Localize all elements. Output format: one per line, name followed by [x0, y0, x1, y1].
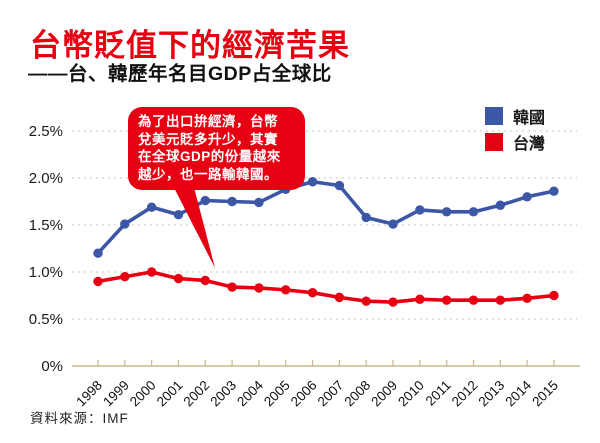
taiwan-data-point-2005 [281, 285, 291, 295]
korea-data-point-2015 [549, 186, 559, 196]
taiwan-data-point-1998 [93, 276, 103, 287]
taiwan-swatch [485, 133, 503, 151]
annotation-bubble: 為了出口拚經濟，台幣 兌美元貶多升少，其實 在全球GDP的份量越來 越少，也一路… [128, 107, 305, 190]
x-axis-year-label: 2008 [341, 378, 373, 410]
taiwan-line [96, 270, 556, 304]
source-note: 資料來源：IMF [30, 411, 129, 426]
taiwan-data-point-2010 [415, 294, 425, 304]
korea-data-point-1998 [93, 248, 103, 258]
x-axis-year-label: 2013 [476, 378, 508, 410]
y-axis-tick-label: 1.5% [29, 217, 63, 234]
x-axis-year-label: 2007 [315, 378, 347, 410]
legend-item-taiwan: 台灣 [485, 133, 546, 153]
taiwan-data-point-1999 [120, 272, 130, 282]
annotation-tail [166, 172, 215, 268]
x-axis-year-label: 2005 [261, 378, 293, 410]
taiwan-data-point-2000 [146, 267, 157, 277]
korea-data-point-2011 [441, 207, 452, 217]
y-axis-tick-label: 0% [41, 358, 63, 375]
legend-label-taiwan: 台灣 [513, 136, 546, 153]
x-axis-year-label: 2010 [395, 378, 427, 410]
x-axis-year-label: 2004 [234, 377, 266, 409]
x-axis-year-label: 2011 [423, 378, 454, 409]
korea-data-point-1999 [120, 219, 130, 229]
taiwan-data-point-2002 [200, 275, 210, 286]
page-subtitle: ——台、韓歷年名目GDP占全球比 [28, 63, 332, 85]
korea-data-point-2012 [468, 207, 479, 217]
x-axis-year-label: 2012 [449, 378, 481, 410]
korea-data-point-2014 [522, 192, 532, 202]
korea-data-point-2008 [361, 212, 371, 223]
taiwan-data-point-2013 [495, 295, 505, 305]
x-axis-year-label: 2003 [207, 378, 239, 410]
taiwan-data-point-2007 [334, 292, 345, 303]
korea-data-point-2006 [307, 177, 318, 187]
taiwan-data-point-2008 [361, 296, 371, 306]
taiwan-data-point-2011 [441, 295, 452, 305]
korea-line [96, 179, 556, 255]
y-axis-tick-label: 1.0% [29, 264, 63, 281]
korea-data-point-2003 [227, 196, 237, 207]
y-axis-tick-label: 2.5% [29, 123, 63, 140]
x-axis-year-label: 1999 [100, 378, 132, 410]
x-axis-year-label: 2002 [181, 378, 213, 410]
korea-data-point-2002 [200, 195, 210, 206]
x-axis-year-label: 2001 [154, 378, 186, 410]
legend-label-korea: 韓國 [513, 110, 546, 127]
taiwan-data-point-2006 [307, 287, 318, 298]
taiwan-data-point-2003 [227, 282, 237, 292]
y-axis-tick-label: 0.5% [29, 311, 63, 328]
taiwan-data-point-2009 [388, 297, 398, 307]
taiwan-data-point-2014 [522, 293, 532, 304]
korea-data-point-2004 [254, 197, 264, 208]
x-axis-year-label: 2015 [529, 378, 561, 410]
korea-data-point-2001 [173, 209, 184, 220]
korea-data-point-2007 [334, 180, 345, 191]
korea-swatch [485, 107, 503, 125]
taiwan-data-point-2012 [468, 295, 479, 305]
korea-data-point-2010 [415, 205, 425, 215]
korea-data-point-2000 [146, 202, 157, 212]
y-axis-tick-label: 2.0% [29, 170, 63, 187]
korea-data-point-2009 [388, 219, 398, 229]
x-axis-year-label: 2014 [502, 377, 534, 409]
chart-legend: 韓國 台灣 [485, 107, 545, 159]
x-axis-year-label: 1998 [73, 378, 105, 410]
taiwan-data-point-2015 [549, 290, 559, 301]
korea-data-point-2013 [495, 200, 505, 210]
taiwan-data-point-2004 [254, 283, 264, 293]
x-axis-year-label: 2000 [127, 378, 159, 410]
taiwan-data-point-2001 [173, 273, 184, 284]
page-title: 台幣貶值下的經濟苦果 [30, 28, 350, 63]
x-axis-year-label: 2006 [288, 378, 320, 410]
legend-item-korea: 韓國 [485, 107, 546, 127]
x-axis-year-label: 2009 [368, 378, 400, 410]
